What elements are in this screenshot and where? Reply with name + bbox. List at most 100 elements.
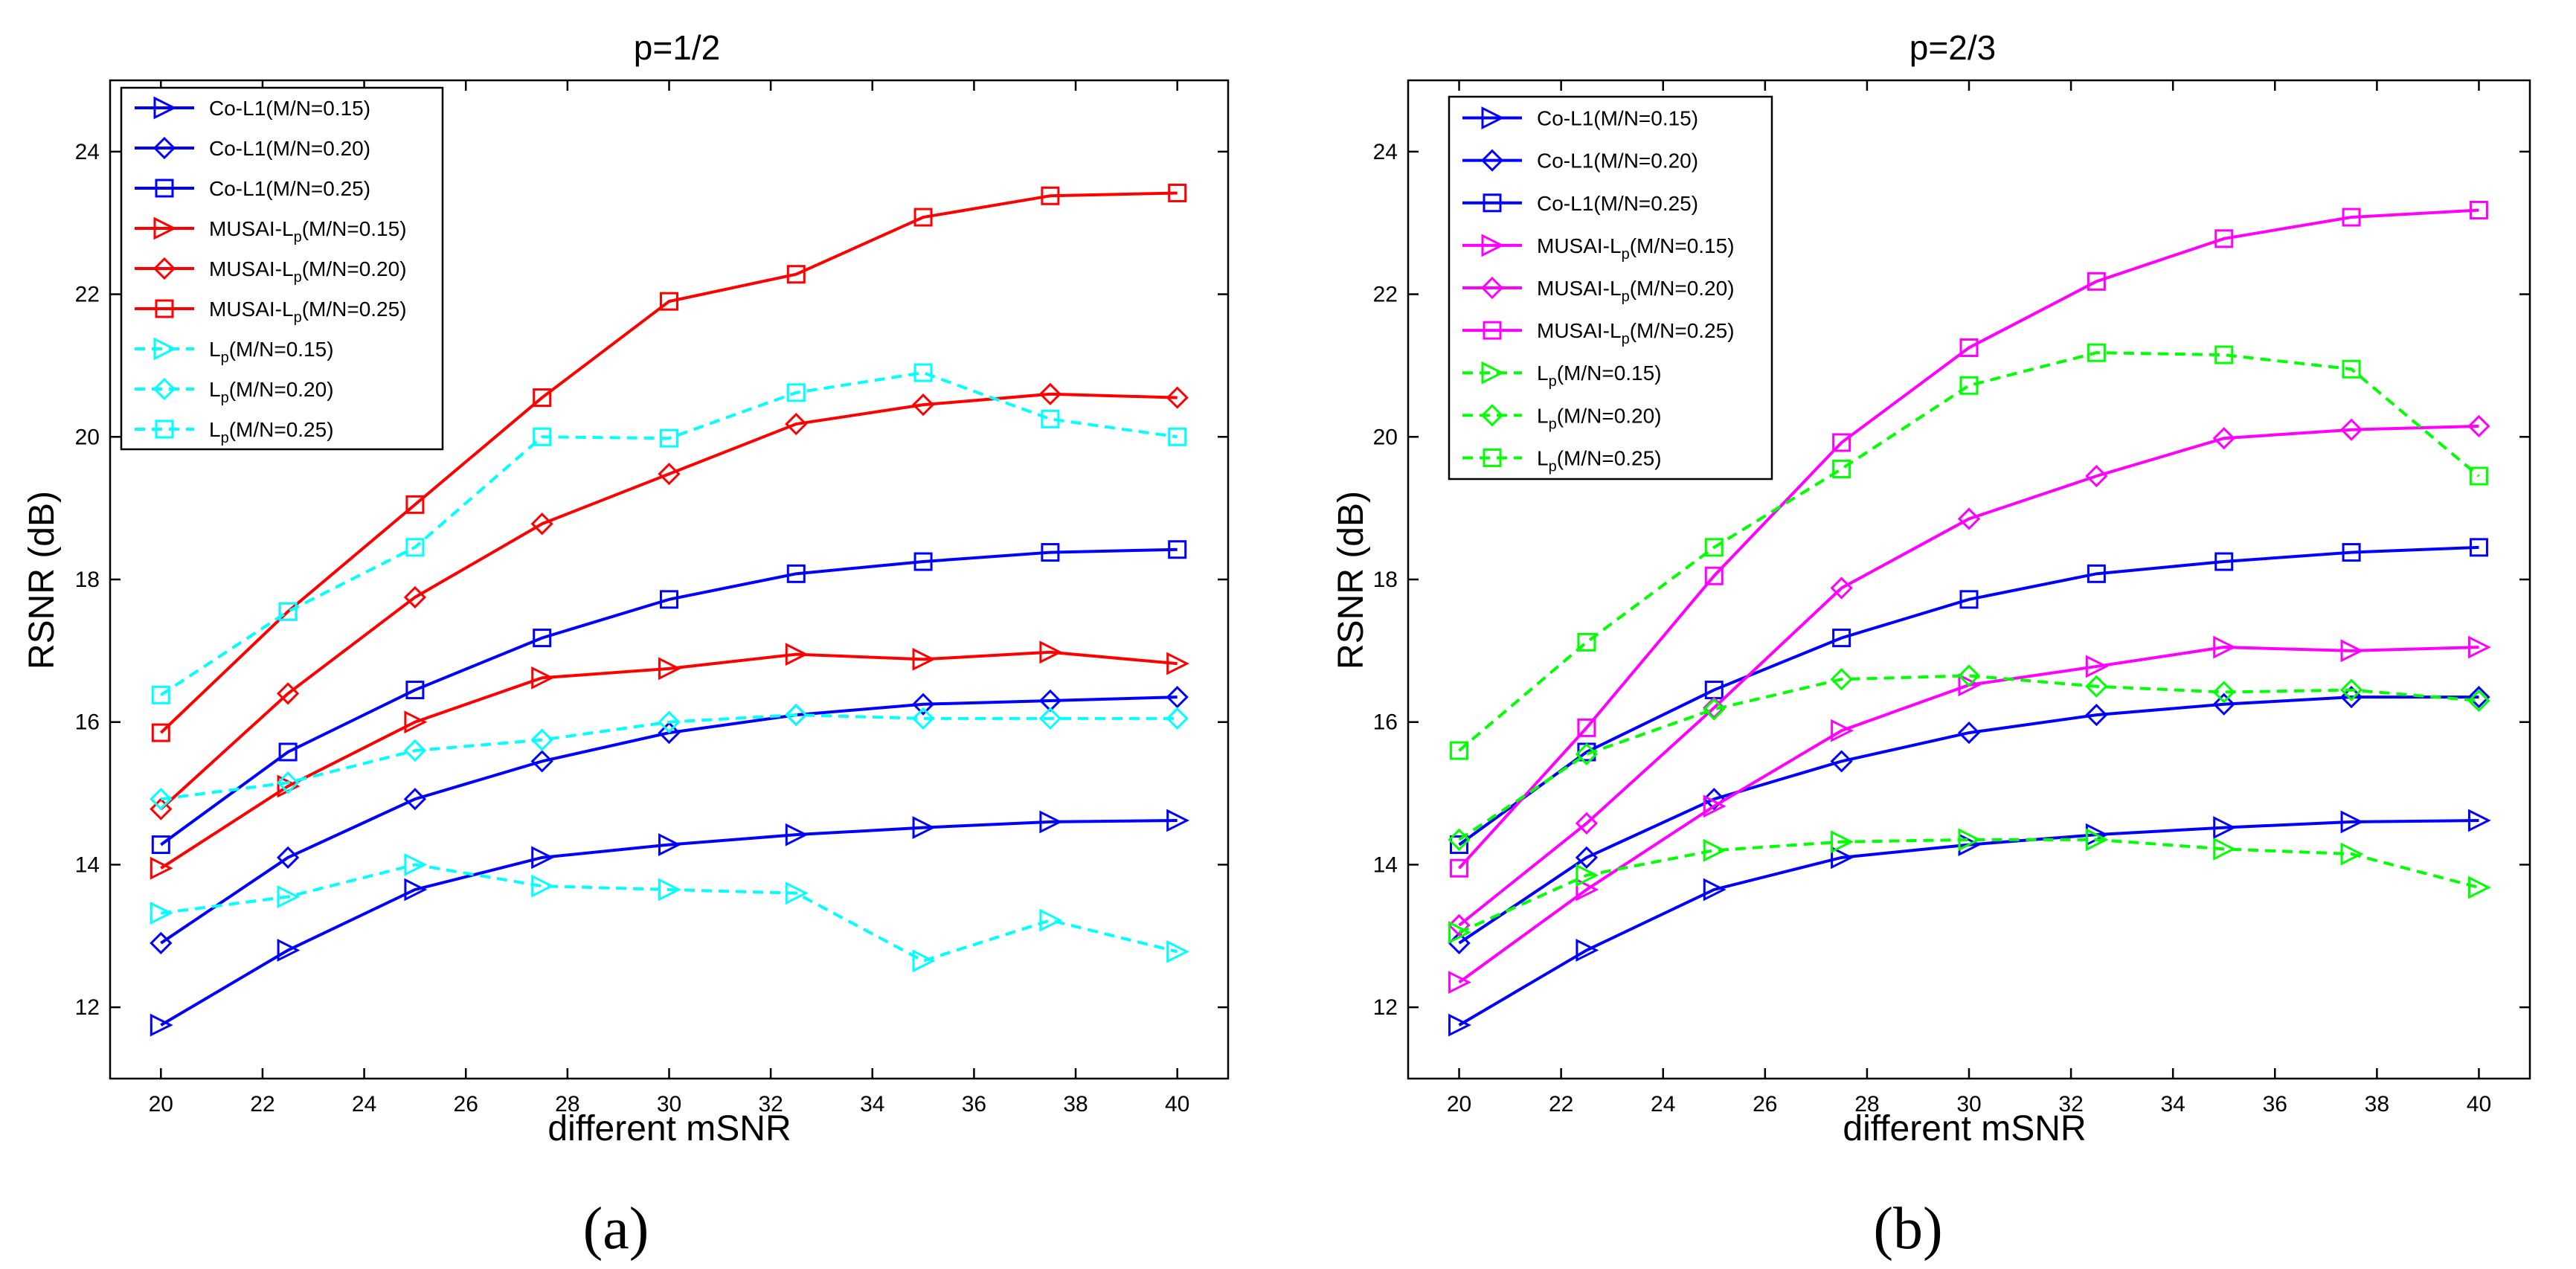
data-point — [276, 846, 300, 869]
data-point — [1448, 1013, 1471, 1037]
x-tick-label: 28 — [1854, 1092, 1879, 1117]
x-tick-label: 34 — [2160, 1092, 2185, 1117]
data-point — [1831, 846, 1854, 870]
data-point — [1575, 846, 1599, 869]
data-point — [2342, 359, 2361, 379]
data-point — [530, 728, 553, 751]
axis-ticks-a: 20 22 24 26 28 30 32 34 36 38 40 12 14 16 18 20 22 24 — [75, 80, 1228, 1117]
data-point — [1168, 427, 1187, 446]
x-axis-label-b: different mSNR — [1843, 1109, 2086, 1148]
data-point — [403, 585, 427, 609]
data-point — [785, 704, 808, 727]
data-point — [1832, 459, 1851, 478]
data-point — [405, 681, 425, 700]
data-point — [1041, 543, 1060, 562]
y-tick-label: 20 — [1373, 425, 1398, 449]
series-line-2 — [160, 547, 1178, 846]
data-point — [2467, 414, 2490, 438]
legend-marker — [1483, 193, 1502, 213]
series-line-1 — [1458, 695, 2479, 945]
data-point — [658, 833, 681, 857]
x-tick-label: 32 — [758, 1092, 783, 1117]
data-point — [1703, 838, 1727, 862]
data-point — [1958, 828, 1982, 852]
data-point — [2214, 345, 2234, 364]
data-point — [278, 602, 298, 621]
data-point — [151, 685, 170, 704]
data-point — [530, 750, 553, 773]
series-line-6 — [161, 863, 1178, 963]
series-line-8 — [160, 370, 1178, 696]
chart-panel-b: p=2/3 20 22 24 26 28 30 32 34 36 38 40 12 14 16 18 20 22… — [1332, 28, 2531, 1262]
legend-entry: Co-L1(M/N=0.15) — [209, 97, 370, 120]
data-point — [1166, 939, 1190, 963]
subfigure-label-a: (a) — [583, 1196, 649, 1262]
data-point — [1957, 721, 1981, 745]
data-point — [2339, 678, 2363, 701]
data-point — [2085, 828, 2109, 852]
x-tick-label: 40 — [1165, 1092, 1189, 1117]
legend-entry: Lp(M/N=0.25) — [1537, 446, 1662, 475]
data-point — [785, 823, 809, 846]
series-line-4 — [1458, 424, 2479, 927]
data-point — [1576, 878, 1599, 902]
data-point — [2085, 704, 2108, 727]
data-point — [1830, 576, 1853, 600]
data-point — [1039, 810, 1063, 834]
legend-entry: MUSAI-Lp(M/N=0.25) — [1537, 319, 1735, 347]
data-point — [913, 363, 933, 382]
data-point — [912, 647, 936, 671]
data-point — [1166, 707, 1189, 730]
legend-marker — [1480, 149, 1504, 172]
data-point — [1957, 507, 1981, 530]
data-point — [1576, 864, 1599, 887]
data-point — [1450, 858, 1469, 878]
data-point — [2340, 639, 2364, 663]
legend-marker — [1481, 106, 1505, 129]
legend-entry: Lp(M/N=0.15) — [1537, 362, 1662, 390]
data-point — [658, 710, 681, 733]
x-tick-label: 32 — [2058, 1092, 2083, 1117]
legend-marker — [152, 377, 176, 401]
data-point — [912, 949, 936, 973]
data-point — [1703, 698, 1726, 721]
legend-entry: Lp(M/N=0.15) — [209, 338, 334, 366]
data-point — [2339, 418, 2363, 441]
data-point — [2213, 816, 2237, 840]
y-tick-label: 16 — [1373, 710, 1398, 735]
data-point — [786, 265, 806, 284]
legend-marker — [1483, 321, 1502, 340]
legend-marker — [153, 337, 177, 361]
data-point — [1039, 640, 1063, 664]
chart-title-b: p=2/3 — [1909, 28, 1996, 67]
data-point — [1831, 830, 1854, 854]
data-point — [1703, 788, 1726, 811]
data-point — [1448, 913, 1471, 937]
data-point — [404, 853, 428, 876]
series-line-4 — [159, 392, 1178, 811]
data-point — [1704, 538, 1724, 557]
data-point — [2467, 809, 2491, 832]
data-point — [912, 816, 936, 840]
data-point — [276, 771, 300, 794]
data-point — [2469, 466, 2488, 486]
axis-ticks-b: 20 22 24 26 28 30 32 34 36 38 40 12 14 16 18 20 22 24 — [1373, 80, 2530, 1117]
legend-entry: MUSAI-Lp(M/N=0.20) — [209, 257, 407, 286]
data-point — [2087, 564, 2106, 583]
x-tick-label: 22 — [250, 1092, 274, 1117]
data-point — [404, 878, 428, 902]
data-point — [660, 292, 678, 311]
y-tick-label: 12 — [1373, 995, 1398, 1020]
x-tick-label: 34 — [860, 1092, 884, 1117]
legend-marker — [1481, 234, 1505, 257]
y-tick-label: 14 — [1373, 852, 1398, 877]
data-point — [2469, 538, 2488, 557]
x-tick-label: 36 — [2263, 1092, 2287, 1117]
data-point — [1166, 652, 1190, 675]
legend-entry: MUSAI-Lp(M/N=0.15) — [1537, 234, 1735, 263]
legend-marker — [155, 179, 174, 198]
data-point — [403, 739, 427, 762]
data-point — [1958, 673, 1982, 697]
data-point — [404, 710, 428, 734]
series-line-7 — [161, 713, 1178, 801]
